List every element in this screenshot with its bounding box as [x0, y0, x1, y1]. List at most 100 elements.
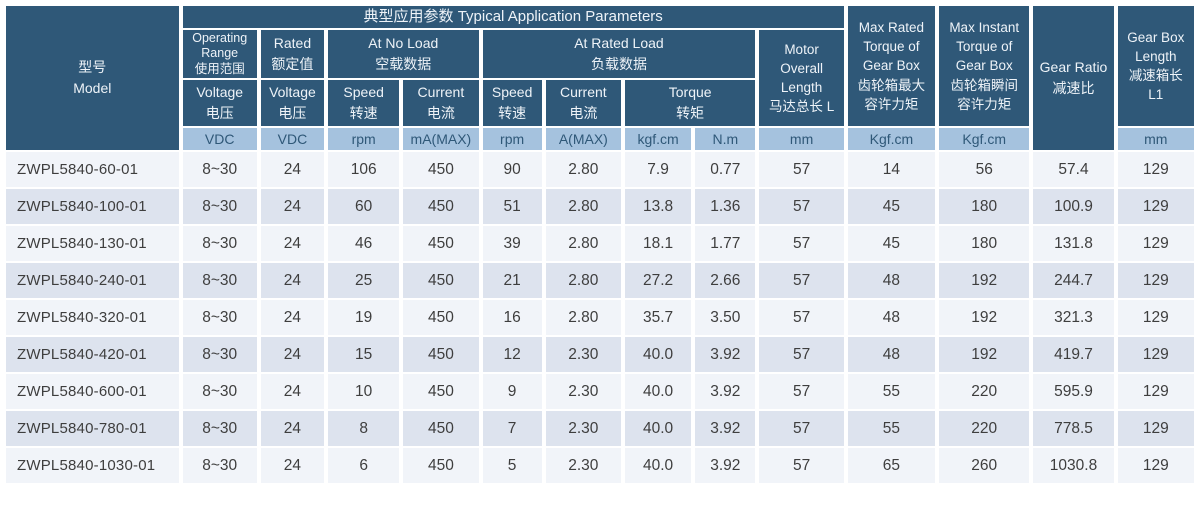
value-cell: 129	[1117, 152, 1194, 187]
value-cell: 450	[403, 189, 479, 224]
value-cell: 1.36	[695, 189, 756, 224]
header-torque: Torque 转矩	[624, 80, 756, 126]
model-cell: ZWPL5840-130-01	[6, 226, 179, 261]
value-cell: 2.66	[695, 263, 756, 298]
header-max-rated-torque: Max Rated Torque of Gear Box 齿轮箱最大 容许力矩	[847, 6, 936, 126]
value-cell: 8~30	[182, 411, 257, 446]
value-cell: 450	[403, 337, 479, 372]
value-cell: 45	[847, 189, 936, 224]
value-cell: 3.92	[695, 448, 756, 483]
header-rated-voltage: Voltage 电压	[260, 80, 325, 126]
value-cell: 65	[847, 448, 936, 483]
table-row: ZWPL5840-130-01 8~30 24 46 450 39 2.80 18.1 1.77…	[6, 226, 1194, 261]
unit-load-a-max: A(MAX)	[545, 128, 621, 150]
header-row-measures: Voltage 电压 Voltage 电压 Speed 转速 Current 电…	[6, 80, 1194, 126]
value-cell: 3.92	[695, 411, 756, 446]
header-load-current: Current 电流	[545, 80, 621, 126]
value-cell: 450	[403, 300, 479, 335]
value-cell: 8~30	[182, 226, 257, 261]
unit-torque-kgfcm: kgf.cm	[624, 128, 692, 150]
value-cell: 260	[939, 448, 1030, 483]
value-cell: 1030.8	[1033, 448, 1114, 483]
value-cell: 6	[328, 448, 400, 483]
table-row: ZWPL5840-100-01 8~30 24 60 450 51 2.80 13.8 1.36…	[6, 189, 1194, 224]
unit-motor-length-mm: mm	[759, 128, 844, 150]
value-cell: 24	[260, 226, 325, 261]
value-cell: 321.3	[1033, 300, 1114, 335]
value-cell: 48	[847, 263, 936, 298]
value-cell: 12	[482, 337, 542, 372]
header-operating-range: Operating Range 使用范围	[182, 30, 257, 78]
model-cell: ZWPL5840-420-01	[6, 337, 179, 372]
value-cell: 3.92	[695, 337, 756, 372]
model-cell: ZWPL5840-100-01	[6, 189, 179, 224]
table-row: ZWPL5840-1030-01 8~30 24 6 450 5 2.30 40.0 3.92 5…	[6, 448, 1194, 483]
value-cell: 18.1	[624, 226, 692, 261]
value-cell: 129	[1117, 374, 1194, 409]
header-at-no-load: At No Load 空载数据	[328, 30, 479, 78]
value-cell: 450	[403, 226, 479, 261]
value-cell: 48	[847, 337, 936, 372]
value-cell: 27.2	[624, 263, 692, 298]
value-cell: 24	[260, 189, 325, 224]
header-at-rated-load: At Rated Load 负载数据	[482, 30, 756, 78]
unit-noload-ma-max: mA(MAX)	[403, 128, 479, 150]
value-cell: 129	[1117, 263, 1194, 298]
value-cell: 57	[759, 337, 844, 372]
value-cell: 131.8	[1033, 226, 1114, 261]
value-cell: 0.77	[695, 152, 756, 187]
unit-max-rated-kgfcm: Kgf.cm	[847, 128, 936, 150]
value-cell: 10	[328, 374, 400, 409]
value-cell: 5	[482, 448, 542, 483]
value-cell: 60	[328, 189, 400, 224]
value-cell: 8~30	[182, 300, 257, 335]
value-cell: 2.30	[545, 448, 621, 483]
value-cell: 244.7	[1033, 263, 1114, 298]
value-cell: 450	[403, 374, 479, 409]
model-cell: ZWPL5840-1030-01	[6, 448, 179, 483]
value-cell: 3.92	[695, 374, 756, 409]
value-cell: 24	[260, 337, 325, 372]
header-model-zh: 型号	[78, 59, 107, 75]
value-cell: 57	[759, 152, 844, 187]
value-cell: 2.80	[545, 152, 621, 187]
value-cell: 8~30	[182, 152, 257, 187]
header-operating-voltage: Voltage 电压	[182, 80, 257, 126]
header-model: 型号 Model	[6, 6, 179, 150]
table-row: ZWPL5840-320-01 8~30 24 19 450 16 2.80 35.7 3.50…	[6, 300, 1194, 335]
spec-table: 型号 Model 典型应用参数 Typical Application Para…	[2, 4, 1198, 485]
header-noload-current: Current 电流	[403, 80, 479, 126]
header-motor-overall-length: Motor Overall Length 马达总长 L	[759, 30, 844, 126]
table-row: ZWPL5840-780-01 8~30 24 8 450 7 2.30 40.0 3.92 57…	[6, 411, 1194, 446]
value-cell: 25	[328, 263, 400, 298]
value-cell: 24	[260, 152, 325, 187]
table-row: ZWPL5840-60-01 8~30 24 106 450 90 2.80 7.9 0.77 5…	[6, 152, 1194, 187]
value-cell: 778.5	[1033, 411, 1114, 446]
model-cell: ZWPL5840-60-01	[6, 152, 179, 187]
value-cell: 2.30	[545, 374, 621, 409]
model-cell: ZWPL5840-600-01	[6, 374, 179, 409]
unit-load-rpm: rpm	[482, 128, 542, 150]
header-gear-box-length: Gear Box Length 减速箱长 L1	[1117, 6, 1194, 126]
value-cell: 55	[847, 411, 936, 446]
value-cell: 192	[939, 300, 1030, 335]
header-max-instant-torque: Max Instant Torque of Gear Box 齿轮箱瞬间 容许力…	[939, 6, 1030, 126]
value-cell: 2.30	[545, 337, 621, 372]
header-row-top: 型号 Model 典型应用参数 Typical Application Para…	[6, 6, 1194, 150]
value-cell: 1.77	[695, 226, 756, 261]
value-cell: 595.9	[1033, 374, 1114, 409]
value-cell: 8	[328, 411, 400, 446]
units-row: VDC VDC rpm mA(MAX) rpm A(MAX) kgf.cm N.…	[6, 128, 1194, 150]
value-cell: 192	[939, 263, 1030, 298]
value-cell: 7	[482, 411, 542, 446]
value-cell: 57	[759, 226, 844, 261]
value-cell: 24	[260, 300, 325, 335]
value-cell: 46	[328, 226, 400, 261]
value-cell: 8~30	[182, 337, 257, 372]
value-cell: 16	[482, 300, 542, 335]
value-cell: 39	[482, 226, 542, 261]
table-row: ZWPL5840-600-01 8~30 24 10 450 9 2.30 40.0 3.92 5…	[6, 374, 1194, 409]
value-cell: 40.0	[624, 337, 692, 372]
value-cell: 57	[759, 411, 844, 446]
header-row-groups: Operating Range 使用范围 Rated 额定值 At No Loa…	[6, 30, 1194, 126]
